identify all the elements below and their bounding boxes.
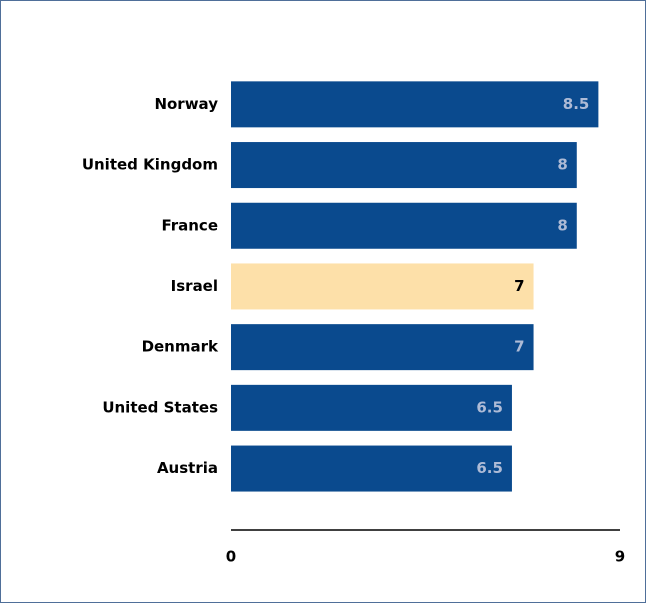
bar — [231, 142, 577, 189]
value-label: 8 — [557, 156, 567, 174]
y-tick-label: France — [161, 216, 218, 234]
y-tick-label: Denmark — [142, 338, 219, 356]
bar — [231, 445, 512, 492]
value-label: 7 — [514, 277, 524, 295]
y-tick-label: Israel — [171, 277, 218, 295]
bar — [231, 81, 599, 128]
y-tick-label: United States — [102, 398, 218, 416]
value-label: 6.5 — [476, 459, 503, 477]
value-label: 8.5 — [563, 95, 590, 113]
bar — [231, 384, 512, 431]
x-tick-label: 0 — [226, 548, 236, 566]
y-tick-label: Norway — [154, 95, 218, 113]
y-tick-label: United Kingdom — [82, 156, 218, 174]
value-label: 7 — [514, 338, 524, 356]
bar — [231, 263, 534, 310]
x-tick-label: 9 — [615, 548, 625, 566]
value-label: 8 — [557, 216, 567, 234]
y-tick-label: Austria — [157, 459, 218, 477]
bar — [231, 324, 534, 371]
bar — [231, 202, 577, 249]
value-label: 6.5 — [476, 398, 503, 416]
